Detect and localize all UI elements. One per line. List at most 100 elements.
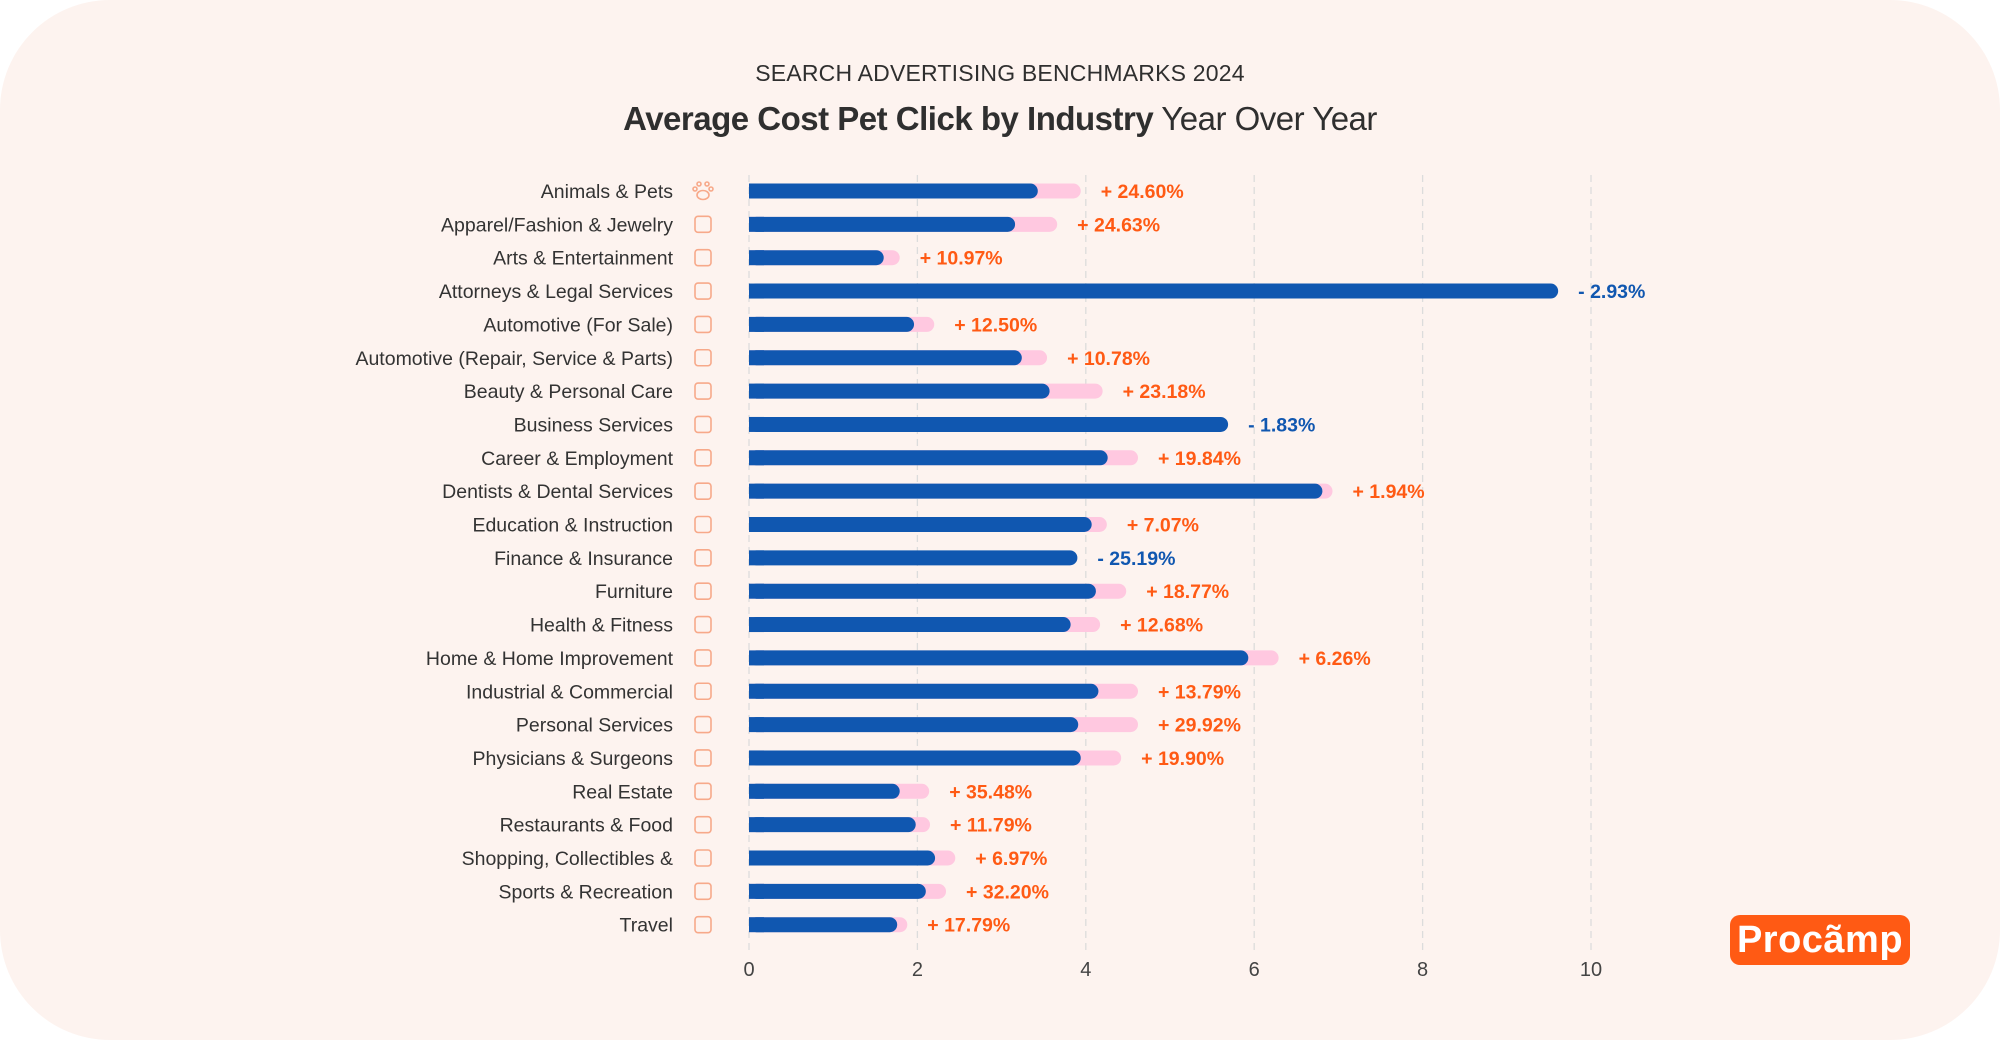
change-label: + 12.68% — [1120, 615, 1203, 637]
category-label: Animals & Pets — [541, 181, 673, 203]
bar-base — [749, 316, 764, 332]
category-label: Furniture — [595, 581, 673, 603]
scroll-icon — [694, 415, 712, 434]
bar-row: Finance & Insurance - 25.19% — [494, 548, 1175, 570]
bar-row: Restaurants & Food + 11.79% — [500, 815, 1032, 837]
change-label: + 10.97% — [920, 248, 1003, 270]
category-label: Arts & Entertainment — [493, 248, 673, 270]
p — [694, 915, 712, 934]
bowl-icon — [694, 815, 712, 834]
category-label: Finance & Insurance — [494, 548, 673, 570]
bar-base — [749, 450, 764, 466]
bar-row: Education & Instruction + 7.07% — [472, 515, 1199, 537]
factory-buildings-icon — [694, 682, 712, 701]
p — [694, 715, 712, 734]
change-label: + 1.94% — [1353, 481, 1425, 503]
bar-row: Industrial & Commercial + 13.79% — [466, 681, 1241, 703]
change-label: + 18.77% — [1146, 581, 1229, 603]
category-label: Industrial & Commercial — [466, 681, 673, 703]
bar-base — [749, 250, 764, 266]
change-label: + 11.79% — [950, 815, 1032, 837]
bar-row: Personal Services + 29.92% — [516, 715, 1241, 737]
bar-row: Animals & Pets + 24.60% — [541, 181, 1184, 203]
x-tick-label: 10 — [1580, 959, 1602, 981]
chart-title-bold: Average Cost Pet Click by Industry — [623, 100, 1154, 137]
bar-row: Shopping, Collectibles & + 6.97% — [462, 848, 1048, 870]
current-year-bar — [749, 416, 1229, 432]
current-year-bar — [749, 917, 898, 933]
tooth-icon — [694, 482, 712, 500]
bar-base — [749, 917, 764, 933]
bar-row: Home & Home Improvement + 6.26% — [426, 648, 1371, 670]
shield-plus-icon — [694, 749, 712, 767]
change-label: + 6.97% — [975, 848, 1047, 870]
category-label: Home & Home Improvement — [426, 648, 674, 670]
p — [696, 189, 710, 201]
bar-base — [749, 750, 764, 766]
change-label: - 1.83% — [1248, 414, 1315, 436]
change-label: + 32.20% — [966, 881, 1049, 903]
current-year-bar — [749, 250, 884, 266]
chart-title-regular: Year Over Year — [1161, 100, 1377, 137]
current-year-bar — [749, 216, 1016, 232]
change-label: + 23.18% — [1123, 381, 1206, 403]
p — [694, 682, 712, 701]
factory-icon — [694, 782, 712, 801]
category-label: Business Services — [514, 414, 674, 436]
calculator-icon — [694, 549, 712, 567]
chart-supertitle: SEARCH ADVERTISING BENCHMARKS 2024 — [755, 60, 1245, 86]
p — [694, 348, 712, 367]
current-year-bar — [749, 750, 1081, 766]
p — [694, 515, 712, 534]
category-label: Automotive (For Sale) — [483, 314, 673, 336]
category-label: Automotive (Repair, Service & Parts) — [355, 348, 673, 370]
heart-pulse-icon — [694, 615, 712, 634]
current-year-bar — [749, 450, 1108, 466]
hair-dryer-icon — [694, 382, 712, 400]
graduation-cap-icon — [694, 515, 712, 534]
change-label: + 17.79% — [927, 915, 1010, 937]
bar-base — [749, 283, 764, 299]
bar-base — [749, 350, 764, 366]
p — [694, 282, 712, 300]
category-label: Dentists & Dental Services — [442, 481, 673, 503]
bar-base — [749, 783, 764, 799]
bar-base — [749, 583, 764, 599]
change-label: + 19.84% — [1158, 448, 1241, 470]
category-label: Health & Fitness — [530, 615, 673, 637]
gift-icon — [694, 849, 712, 867]
p — [694, 248, 712, 267]
category-label: Beauty & Personal Care — [464, 381, 673, 403]
current-year-bar — [749, 883, 926, 899]
bar-row: Dentists & Dental Services + 1.94% — [442, 481, 1424, 503]
gavel-icon — [694, 282, 712, 300]
category-label: Restaurants & Food — [500, 815, 673, 837]
chart-title: Average Cost Pet Click by Industry Year … — [0, 100, 2000, 138]
p — [694, 315, 712, 334]
current-year-bar — [749, 717, 1079, 733]
bar-base — [749, 216, 764, 232]
category-label: Career & Employment — [481, 448, 673, 470]
p — [694, 782, 712, 801]
p — [694, 415, 712, 434]
palette-icon — [694, 248, 712, 267]
current-year-bar — [749, 683, 1099, 699]
p — [696, 181, 702, 187]
category-label: Attorneys & Legal Services — [439, 281, 673, 303]
plane-icon — [694, 915, 712, 934]
category-label: Physicians & Surgeons — [472, 748, 673, 770]
p — [694, 849, 712, 867]
bar-row: Automotive (For Sale) + 12.50% — [483, 314, 1037, 336]
bar-base — [749, 650, 764, 666]
bar-base — [749, 850, 764, 866]
current-year-bar — [749, 817, 916, 833]
current-year-bar — [749, 783, 900, 799]
p — [694, 549, 712, 567]
current-year-bar — [749, 483, 1323, 499]
current-year-bar — [749, 316, 915, 332]
p — [694, 815, 712, 834]
change-label: + 12.50% — [954, 314, 1037, 336]
category-label: Sports & Recreation — [498, 881, 673, 903]
change-label: + 24.60% — [1101, 181, 1184, 203]
